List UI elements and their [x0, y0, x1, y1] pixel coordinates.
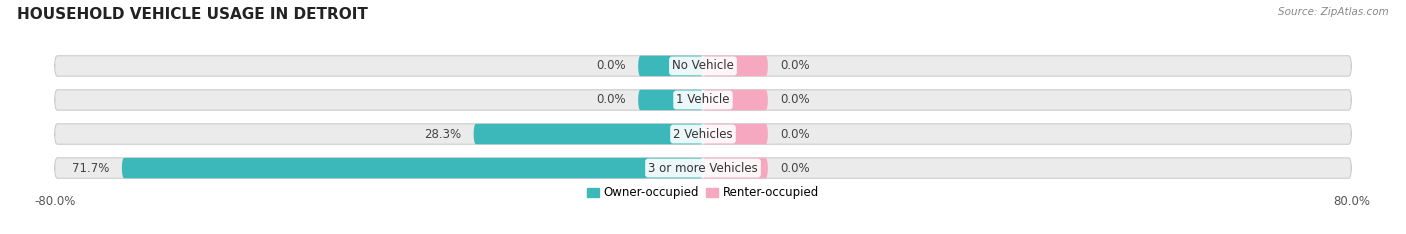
Text: 0.0%: 0.0%: [780, 161, 810, 175]
Text: -80.0%: -80.0%: [34, 195, 76, 208]
Text: 28.3%: 28.3%: [425, 128, 461, 141]
Text: No Vehicle: No Vehicle: [672, 59, 734, 73]
Text: 0.0%: 0.0%: [596, 59, 626, 73]
FancyBboxPatch shape: [474, 124, 703, 144]
Text: 3 or more Vehicles: 3 or more Vehicles: [648, 161, 758, 175]
FancyBboxPatch shape: [55, 56, 1351, 76]
FancyBboxPatch shape: [703, 124, 768, 144]
Text: 2 Vehicles: 2 Vehicles: [673, 128, 733, 141]
FancyBboxPatch shape: [703, 90, 768, 110]
Text: 71.7%: 71.7%: [72, 161, 110, 175]
FancyBboxPatch shape: [703, 56, 768, 76]
FancyBboxPatch shape: [55, 124, 1351, 144]
Text: 1 Vehicle: 1 Vehicle: [676, 93, 730, 106]
FancyBboxPatch shape: [638, 56, 703, 76]
Text: 0.0%: 0.0%: [780, 128, 810, 141]
Text: Source: ZipAtlas.com: Source: ZipAtlas.com: [1278, 7, 1389, 17]
Text: 0.0%: 0.0%: [780, 59, 810, 73]
FancyBboxPatch shape: [638, 90, 703, 110]
Text: 0.0%: 0.0%: [780, 93, 810, 106]
Text: HOUSEHOLD VEHICLE USAGE IN DETROIT: HOUSEHOLD VEHICLE USAGE IN DETROIT: [17, 7, 368, 22]
FancyBboxPatch shape: [122, 158, 703, 178]
FancyBboxPatch shape: [55, 90, 1351, 110]
FancyBboxPatch shape: [55, 158, 1351, 178]
Legend: Owner-occupied, Renter-occupied: Owner-occupied, Renter-occupied: [582, 182, 824, 204]
FancyBboxPatch shape: [703, 158, 768, 178]
Text: 80.0%: 80.0%: [1333, 195, 1369, 208]
Text: 0.0%: 0.0%: [596, 93, 626, 106]
